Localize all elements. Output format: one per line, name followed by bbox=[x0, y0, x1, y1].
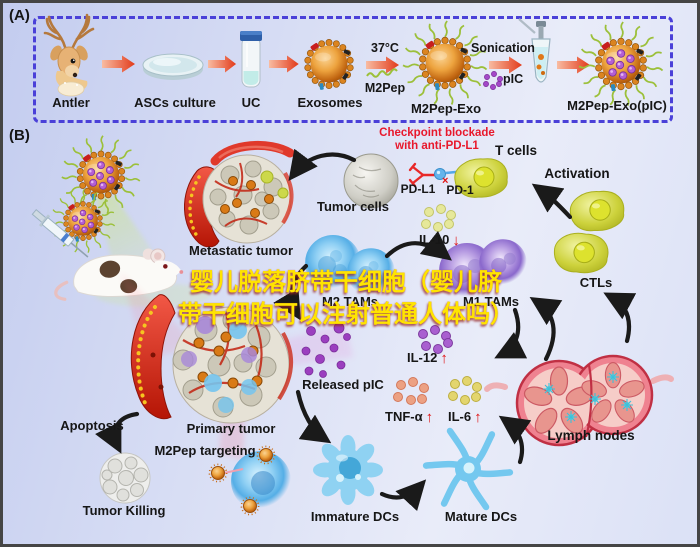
label-ctls: CTLs bbox=[579, 275, 613, 290]
label-37c: 37°C bbox=[371, 41, 399, 55]
il6-name: IL-6 bbox=[448, 409, 472, 425]
label-uc: UC bbox=[241, 95, 261, 110]
label-checkpoint-line2: with anti-PD-L1 bbox=[395, 140, 479, 152]
il10-trend-arrow: ↓ bbox=[452, 232, 460, 249]
il6-dots bbox=[448, 376, 482, 405]
panel-a-tag: (A) bbox=[9, 7, 30, 24]
arrow-activation bbox=[531, 183, 573, 220]
arrow-immature-to-mature bbox=[379, 479, 427, 512]
blocked-x-icon: × bbox=[442, 175, 449, 187]
label-lymph-nodes: Lymph nodes bbox=[547, 428, 635, 443]
label-il10: IL-10 ↓ bbox=[419, 232, 460, 249]
immature-dc-icon bbox=[313, 435, 383, 505]
injected-exosome-particle-1 bbox=[62, 136, 140, 214]
label-immature-dcs: Immature DCs bbox=[310, 509, 400, 524]
label-il12: IL-12 ↑ bbox=[407, 350, 448, 367]
ctl-cell-1 bbox=[569, 190, 625, 232]
arrow-pic-to-immaturedc bbox=[295, 389, 332, 444]
injected-exosome-particle-2 bbox=[51, 189, 115, 253]
panel-b-tag: (B) bbox=[9, 127, 30, 144]
mature-dc-icon bbox=[426, 431, 510, 507]
tnf-name: TNF-α bbox=[385, 409, 423, 425]
watermark-line2: 带干细胞可以注射普通人体吗） bbox=[178, 300, 514, 328]
arrow-tumorcells-to-metastatic bbox=[288, 148, 357, 182]
label-m2pep-targeting: M2Pep targeting bbox=[154, 443, 256, 458]
label-m2pep-exo-pic: M2Pep-Exo(pIC) bbox=[567, 98, 667, 113]
il12-trend-arrow: ↑ bbox=[440, 350, 448, 367]
released-pic-dots bbox=[301, 322, 351, 378]
metastatic-tumor-organ bbox=[184, 140, 295, 248]
il6-trend-arrow: ↑ bbox=[474, 409, 482, 426]
label-mature-dcs: Mature DCs bbox=[444, 509, 518, 524]
label-metastatic-tumor: Metastatic tumor bbox=[188, 243, 294, 258]
syringe-icon bbox=[31, 208, 89, 258]
label-exosomes: Exosomes bbox=[297, 95, 363, 110]
label-checkpoint-line1: Checkpoint blockade bbox=[379, 127, 495, 139]
il10-dots bbox=[421, 204, 456, 232]
arrow-lymph-to-ctls bbox=[529, 296, 563, 362]
arrow-to-ctls-right bbox=[603, 292, 637, 344]
label-pd-1: PD-1 bbox=[446, 183, 474, 197]
panel-a-dashed-box bbox=[33, 16, 673, 123]
label-t-cells: T cells bbox=[494, 143, 538, 158]
label-antler: Antler bbox=[52, 95, 90, 110]
label-primary-tumor: Primary tumor bbox=[186, 421, 276, 436]
label-il6: IL-6 ↑ bbox=[448, 409, 482, 426]
label-m2pep-exo: M2Pep-Exo bbox=[410, 101, 482, 116]
label-released-pic: Released pIC bbox=[302, 377, 384, 392]
label-sonication: Sonication bbox=[471, 41, 535, 55]
label-tnf: TNF-α ↑ bbox=[385, 409, 434, 426]
il12-name: IL-12 bbox=[407, 350, 438, 366]
arrow-maturedc-to-cytokines bbox=[498, 415, 532, 465]
label-pic: pIC bbox=[503, 72, 524, 86]
label-ascs-culture: ASCs culture bbox=[134, 95, 216, 110]
tnf-dots bbox=[393, 377, 429, 405]
label-tumor-killing: Tumor Killing bbox=[82, 503, 166, 518]
apoptotic-cell-icon bbox=[99, 452, 151, 504]
label-pd-l1: PD-L1 bbox=[400, 182, 436, 196]
ctl-cell-2 bbox=[551, 229, 611, 277]
label-m2pep: M2Pep bbox=[364, 81, 406, 95]
mouse-icon bbox=[54, 248, 184, 301]
label-apoptosis: Apoptosis bbox=[60, 418, 124, 433]
pd-1-receptor-icon bbox=[445, 169, 466, 175]
label-m1-tams: M1 TAMs bbox=[462, 294, 520, 309]
label-m2-tams: M2 TAMs bbox=[321, 294, 379, 309]
label-activation: Activation bbox=[544, 166, 610, 181]
label-tumor-cells: Tumor cells bbox=[316, 199, 389, 214]
tnf-trend-arrow: ↑ bbox=[425, 409, 434, 426]
il10-name: IL-10 bbox=[419, 232, 450, 248]
watermark-line1: 婴儿脱落脐带干细胞（婴儿脐 bbox=[190, 268, 502, 296]
injection-glow bbox=[95, 193, 169, 289]
